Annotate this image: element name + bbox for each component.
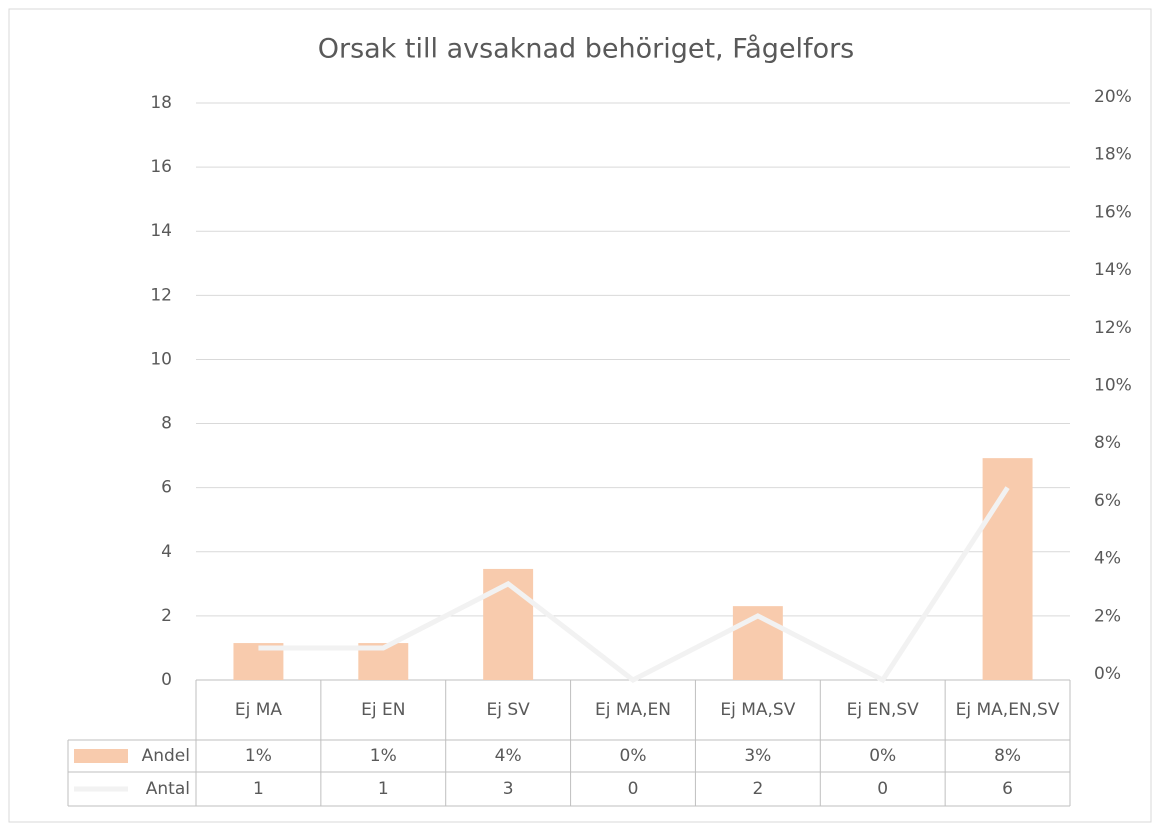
data-table-value: 0 — [877, 779, 888, 799]
y-tick-label: 12 — [150, 285, 172, 305]
data-table-value: 1 — [378, 779, 389, 799]
y-tick-label: 18 — [150, 93, 172, 113]
line — [258, 486, 1010, 684]
y2-tick-label: 10% — [1094, 376, 1132, 396]
category-cell: Ej MA — [196, 680, 321, 740]
x-tick-label: Ej EN,SV — [820, 680, 945, 740]
category-cell: Ej MA,EN — [571, 680, 696, 740]
y2-tick-label: 0% — [1094, 664, 1121, 684]
data-table-value: 3% — [744, 746, 771, 766]
x-tick-label: Ej MA — [196, 680, 321, 740]
data-table-value: 2 — [752, 779, 763, 799]
y2-tick-label: 6% — [1094, 491, 1121, 511]
y-tick-label: 10 — [150, 349, 172, 369]
y-tick-label: 4 — [161, 542, 172, 562]
category-cell: Ej MA,EN,SV — [945, 680, 1070, 740]
category-cell: Ej SV — [446, 680, 571, 740]
data-table-value: 1% — [370, 746, 397, 766]
y-tick-label: 6 — [161, 478, 172, 498]
chart-border — [8, 8, 1152, 823]
y-tick-label: 14 — [150, 221, 172, 241]
bar — [483, 568, 534, 680]
legend-label: Andel — [142, 746, 190, 766]
category-cell: Ej MA,SV — [695, 680, 820, 740]
x-tick-label-text: Ej MA,EN,SV — [955, 700, 1060, 720]
x-tick-label: Ej MA,EN — [571, 680, 696, 740]
data-table-value: 3 — [503, 779, 514, 799]
x-tick-label: Ej SV — [446, 680, 571, 740]
category-cell: Ej EN,SV — [820, 680, 945, 740]
y-tick-label: 0 — [161, 670, 172, 690]
y-tick-label: 16 — [150, 157, 172, 177]
x-tick-label-text: Ej MA,EN — [594, 700, 671, 720]
x-tick-label-text: Ej MA,SV — [720, 700, 796, 720]
y2-tick-label: 8% — [1094, 433, 1121, 453]
y2-tick-label: 4% — [1094, 549, 1121, 569]
bar — [982, 458, 1033, 680]
y2-tick-label: 20% — [1094, 87, 1132, 107]
x-tick-label-text: Ej EN,SV — [846, 700, 919, 720]
y2-tick-label: 16% — [1094, 202, 1132, 222]
y2-tick-label: 2% — [1094, 606, 1121, 626]
x-tick-label-text: Ej MA — [234, 700, 282, 720]
data-table-value: 8% — [994, 746, 1021, 766]
x-tick-label: Ej MA,EN,SV — [945, 680, 1070, 740]
data-table-value: 0% — [869, 746, 896, 766]
x-tick-label-text: Ej SV — [486, 700, 530, 720]
data-table-value: 6 — [1002, 779, 1013, 799]
chart-title: Orsak till avsaknad behöriget, Fågelfors — [318, 34, 855, 65]
data-table-value: 4% — [495, 746, 522, 766]
data-table-value: 1% — [245, 746, 272, 766]
data-table-value: 0 — [628, 779, 639, 799]
y-tick-label: 2 — [161, 606, 172, 626]
legend-key — [74, 749, 128, 763]
y-tick-label: 8 — [161, 414, 172, 434]
x-tick-label: Ej EN — [321, 680, 446, 740]
category-cell: Ej EN — [321, 680, 446, 740]
data-table-value: 0% — [620, 746, 647, 766]
x-tick-label: Ej MA,SV — [695, 680, 820, 740]
x-tick-label-text: Ej EN — [361, 700, 406, 720]
y2-tick-label: 18% — [1094, 145, 1132, 165]
y2-tick-label: 14% — [1094, 260, 1132, 280]
y2-tick-label: 12% — [1094, 318, 1132, 338]
data-table-value: 1 — [253, 779, 264, 799]
legend-label: Antal — [146, 779, 190, 799]
